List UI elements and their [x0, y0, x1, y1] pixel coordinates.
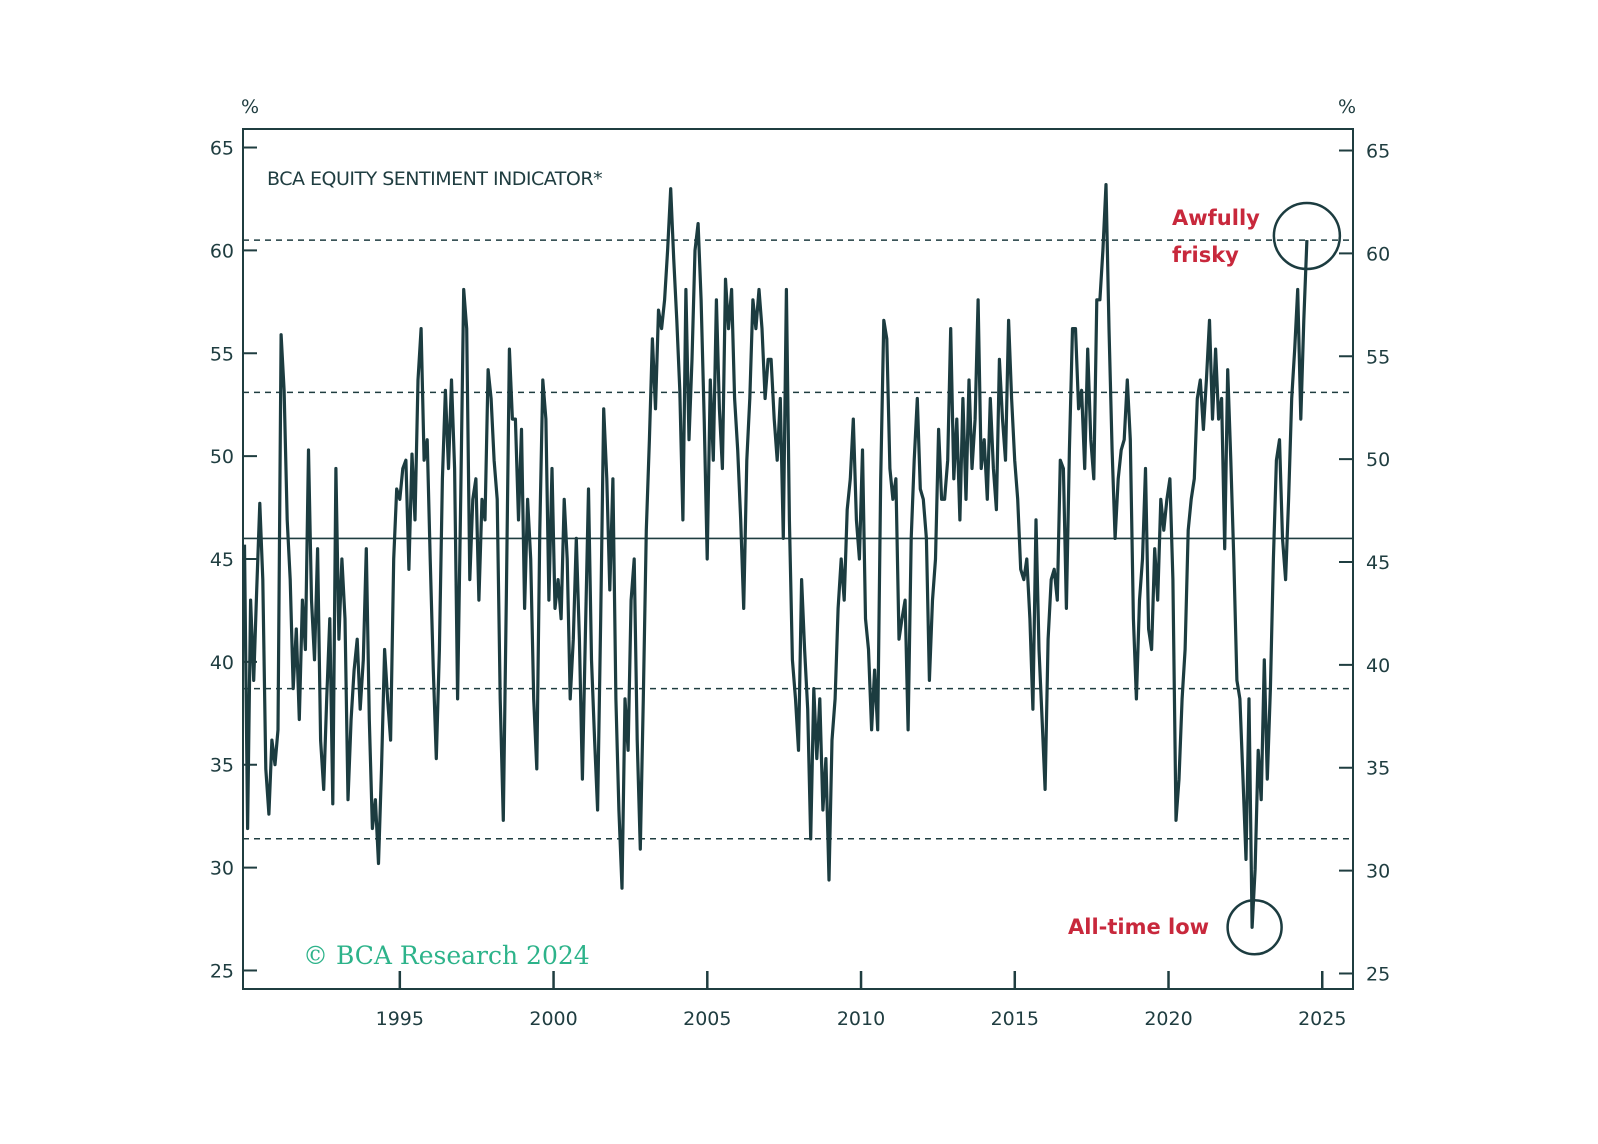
right-y-tick-label: 60 — [1366, 243, 1390, 265]
right-y-tick-label: 35 — [1366, 758, 1390, 780]
right-y-tick-label: 45 — [1366, 552, 1390, 574]
x-tick-label: 1995 — [376, 1008, 424, 1030]
right-y-tick-label: 55 — [1366, 346, 1390, 368]
annotation-circle — [1272, 201, 1342, 271]
left-y-tick-label: 30 — [210, 858, 234, 880]
annotation-all-time-low: All-time low — [1068, 915, 1209, 939]
x-tick-label: 2000 — [529, 1008, 577, 1030]
left-y-tick-label: 60 — [210, 240, 234, 262]
x-tick-label: 2010 — [837, 1008, 885, 1030]
left-y-tick-label: 45 — [210, 549, 234, 571]
left-y-tick-label: 40 — [210, 652, 234, 674]
x-tick-label: 2020 — [1144, 1008, 1192, 1030]
sentiment-line — [242, 183, 1309, 929]
reference-lines — [243, 239, 1353, 840]
x-tick-label: 2025 — [1298, 1008, 1346, 1030]
right-y-tick-label: 30 — [1366, 861, 1390, 883]
watermark: © BCA Research 2024 — [303, 941, 590, 970]
annotation-circle — [1226, 899, 1283, 956]
left-y-tick-label: 35 — [210, 755, 234, 777]
series-group — [242, 183, 1309, 929]
annotation-frisky-line2: frisky — [1172, 243, 1239, 267]
annotation-markers — [1226, 201, 1342, 956]
left-y-tick-label: 65 — [210, 138, 234, 160]
right-y-tick-label: 40 — [1366, 655, 1390, 677]
chart-title: BCA EQUITY SENTIMENT INDICATOR* — [267, 168, 602, 190]
x-tick-label: 2005 — [683, 1008, 731, 1030]
left-y-tick-label: 25 — [210, 960, 234, 982]
left-axis-unit: % — [241, 96, 259, 118]
annotation-frisky-line1: Awfully — [1172, 206, 1260, 230]
left-y-tick-label: 50 — [210, 446, 234, 468]
x-tick-label: 2015 — [991, 1008, 1039, 1030]
right-axis-unit: % — [1338, 96, 1356, 118]
right-y-tick-label: 65 — [1366, 141, 1390, 163]
right-y-tick-label: 25 — [1366, 963, 1390, 985]
axis-ticks: 25 25 30 30 35 35 40 40 45 45 50 50 55 55 60 60 65 65 1995… — [210, 138, 1390, 1030]
right-y-tick-label: 50 — [1366, 449, 1390, 471]
left-y-tick-label: 55 — [210, 343, 234, 365]
